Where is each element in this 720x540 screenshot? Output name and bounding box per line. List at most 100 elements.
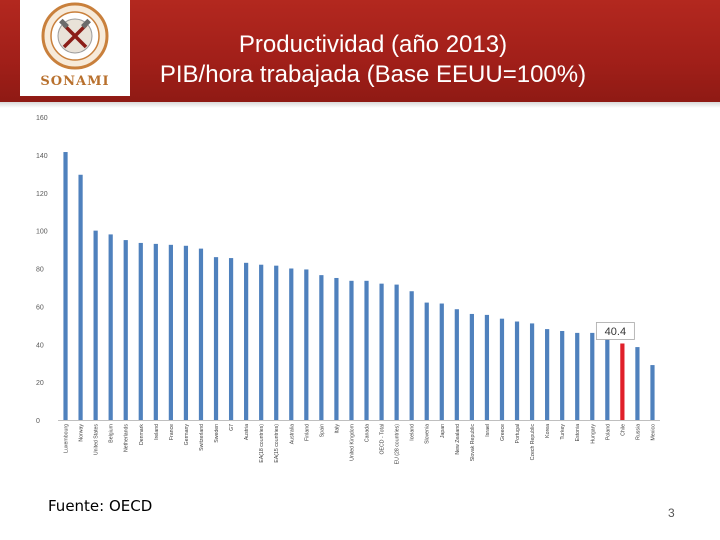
bar-finland [304,269,309,420]
source-label: Fuente: OECD [48,497,153,515]
y-tick-label: 60 [36,304,44,311]
x-tick-label: Switzerland [199,424,205,451]
axis-layer: 0 20 40 60 80 100 120 140 160 [36,115,660,425]
x-tick-label: Netherlands [124,424,130,452]
x-tick-label: Germany [184,424,190,446]
x-tick-label: New Zealand [455,424,461,455]
x-tick-label: EU (28 countries) [395,424,401,465]
bar-australia [289,268,294,420]
y-tick-label: 100 [36,229,48,236]
x-tick-label: United States [94,424,100,456]
bar-austria [244,262,249,420]
bar-france [168,244,173,420]
sonami-seal-icon [41,2,109,70]
bar-netherlands [123,240,128,420]
x-tick-label: Canada [365,424,371,442]
x-tick-label: Luxembourg [64,424,70,453]
bar-canada [364,280,369,420]
bar-germany [183,245,189,420]
x-tick-label: Italy [334,424,340,434]
sonami-logo: SONAMI [20,0,130,96]
x-tick-label: Turkey [560,424,566,440]
x-tick-label: Spain [319,424,325,437]
y-tick-label: 160 [36,115,48,122]
x-tick-label: Sweden [214,424,220,443]
bar-ea-18-countries [259,264,264,420]
y-tick-label: 20 [36,380,44,387]
annotation-layer: 40.4 [595,322,635,340]
bar-slovenia [424,302,429,420]
logo-text: SONAMI [40,74,110,89]
y-tick-label: 140 [36,153,48,160]
x-tick-label: Japan [440,424,446,438]
x-tick-label: Poland [605,424,611,440]
x-tick-label: Hungary [590,424,596,444]
x-tick-label: Israel [485,424,491,437]
x-tick-label: Portugal [515,424,521,443]
x-tick-label: Mexico [650,424,656,441]
x-tick-label: France [169,424,175,440]
x-tick-label: United Kingdom [349,424,355,461]
y-tick-label: 120 [36,191,48,198]
bar-oecd-total [379,283,384,420]
bar-luxembourg [63,152,68,420]
chile-value-label-box [595,322,635,340]
bar-estonia [575,332,580,420]
title-line-1: Productividad (año 2013) [238,31,508,58]
bar-hungary [590,332,595,420]
category-labels-layer: Luxembourg Norway United States Belgium Neth… [64,424,657,465]
bar-mexico [650,365,655,420]
x-tick-label: Denmark [139,424,145,445]
bar-chile [620,343,625,420]
bar-turkey [560,330,565,420]
bar-united-kingdom [349,280,354,420]
x-tick-label: Finland [304,424,310,441]
x-tick-label: OECD - Total [380,424,386,454]
x-tick-label: Chile [620,424,626,436]
x-tick-label: Austria [244,424,250,440]
x-tick-label: Iceland [410,424,416,441]
bar-portugal [514,321,520,420]
bar-ea-15-countries [274,265,279,420]
y-tick-label: 0 [36,418,40,425]
bar-slovak-republic [469,313,474,420]
x-tick-label: Australia [289,424,295,444]
bar-poland [605,336,610,420]
bar-greece [499,318,505,420]
x-tick-label: Estonia [575,424,581,441]
x-tick-label: Slovak Republic [470,424,476,462]
bar-iceland [409,291,414,420]
x-tick-label: Russia [635,424,641,440]
bar-united-states [93,230,98,421]
x-tick-label: Greece [500,424,506,441]
bar-japan [439,303,444,420]
bars-layer [63,152,655,421]
bar-italy [334,277,339,420]
bar-new-zealand [454,309,459,420]
x-tick-label: Czech Republic [530,424,536,461]
x-tick-label: Slovenia [425,424,431,444]
x-tick-label: EA(15 countries) [274,424,280,463]
bar-ireland [153,243,158,420]
bar-sweden [213,257,219,420]
x-tick-label: G7 [229,424,235,431]
y-tick-label: 80 [36,267,44,274]
x-tick-label: Korea [545,424,551,438]
bar-israel [484,314,490,420]
bar-russia [635,347,640,420]
bar-belgium [108,234,113,420]
slide-title: Productividad (año 2013) PIB/hora trabaj… [138,30,608,90]
bar-norway [78,174,83,420]
bar-korea [545,329,550,420]
x-tick-label: Belgium [109,424,115,443]
y-tick-label: 40 [36,342,44,349]
page-number: 3 [668,506,675,520]
bar-g7 [228,258,234,420]
bar-switzerland [198,248,204,420]
x-tick-label: EA(18 countries) [259,424,265,463]
title-line-2: PIB/hora trabajada (Base EEUU=100%) [159,61,587,88]
bar-eu-28-countries [394,284,399,420]
bar-spain [319,275,324,420]
bar-czech-republic [529,323,535,420]
